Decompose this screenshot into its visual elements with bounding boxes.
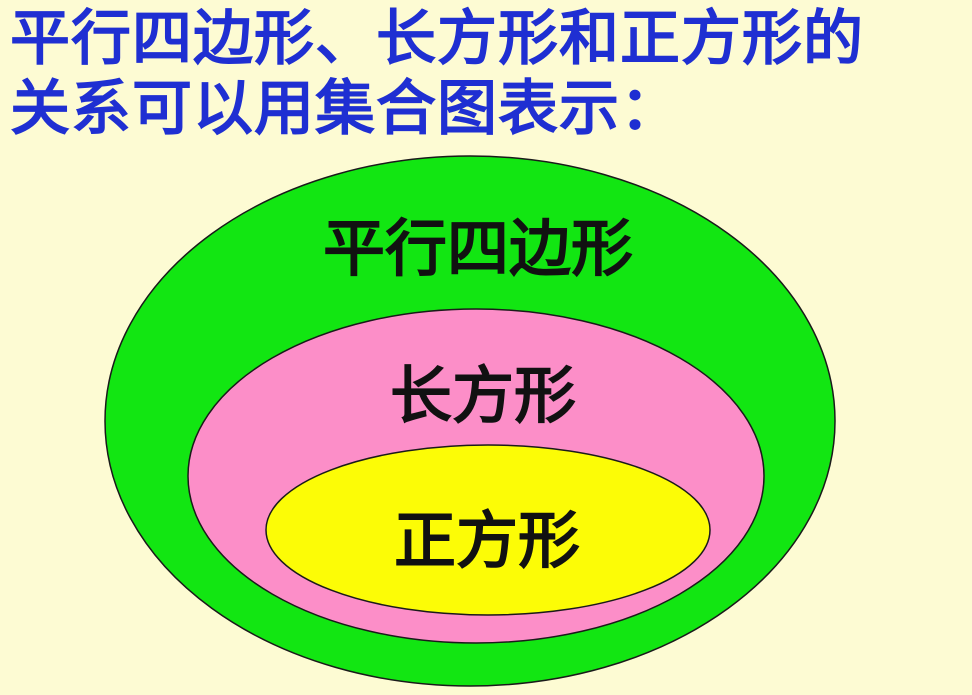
square-set: [265, 444, 711, 616]
parallelogram-label: 平行四边形: [323, 212, 633, 285]
heading-line-2: 关系可以用集合图表示：: [10, 74, 681, 144]
heading-line-1: 平行四边形、长方形和正方形的: [10, 4, 864, 74]
square-label: 正方形: [394, 504, 580, 577]
rectangle-label: 长方形: [390, 359, 576, 432]
page-heading: 平行四边形、长方形和正方形的 关系可以用集合图表示：: [10, 4, 965, 144]
